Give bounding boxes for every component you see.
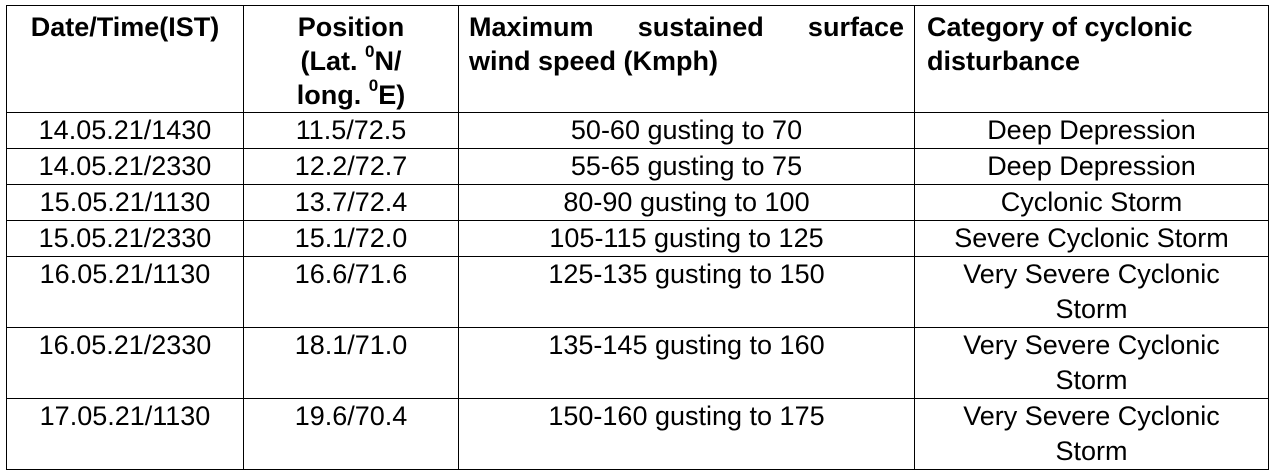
cell-category-line1: Cyclonic Storm bbox=[1000, 187, 1183, 217]
cell-position: 16.6/71.6 bbox=[243, 256, 459, 328]
cell-category: Very Severe Cyclonic Storm bbox=[914, 327, 1269, 399]
header-datetime: Date/Time(IST) bbox=[6, 5, 244, 113]
header-category: Category of cyclonic disturbance bbox=[914, 5, 1269, 113]
cell-wind-speed: 125-135 gusting to 150 bbox=[458, 256, 915, 328]
header-position-line1: Position bbox=[297, 12, 405, 42]
header-datetime-label: Date/Time(IST) bbox=[30, 12, 220, 42]
table-header: Date/Time(IST) Position (Lat. 0N/ long. … bbox=[6, 5, 1269, 113]
header-position-line2: (Lat. 0N/ bbox=[244, 42, 458, 78]
cell-wind-speed: 80-90 gusting to 100 bbox=[458, 184, 915, 221]
cell-category: Very Severe Cyclonic Storm bbox=[914, 398, 1269, 470]
table-row: 14.05.21/1430 11.5/72.5 50-60 gusting to… bbox=[6, 112, 1269, 149]
cell-category-line2: Storm bbox=[1055, 365, 1128, 395]
cell-category: Deep Depression bbox=[914, 112, 1269, 149]
header-position-long-degree: 0 bbox=[368, 76, 379, 95]
cell-category: Severe Cyclonic Storm bbox=[914, 220, 1269, 257]
header-position-long-unit: E) bbox=[378, 80, 406, 110]
cell-datetime: 15.05.21/2330 bbox=[6, 220, 244, 257]
header-position: Position (Lat. 0N/ long. 0E) bbox=[243, 5, 459, 113]
table-row: 15.05.21/2330 15.1/72.0 105-115 gusting … bbox=[6, 220, 1269, 257]
cell-position: 18.1/71.0 bbox=[243, 327, 459, 399]
cyclone-track-table-container: Date/Time(IST) Position (Lat. 0N/ long. … bbox=[6, 5, 1269, 470]
header-wind-line2: wind speed (Kmph) bbox=[469, 46, 718, 76]
cell-category-line2: Storm bbox=[1055, 436, 1128, 466]
cell-category-line2: Storm bbox=[1055, 294, 1128, 324]
table-row: 14.05.21/2330 12.2/72.7 55-65 gusting to… bbox=[6, 148, 1269, 185]
cell-category-line1: Severe Cyclonic Storm bbox=[954, 223, 1229, 253]
cell-position: 11.5/72.5 bbox=[243, 112, 459, 149]
cell-wind-speed: 105-115 gusting to 125 bbox=[458, 220, 915, 257]
cell-datetime: 14.05.21/2330 bbox=[6, 148, 244, 185]
header-wind-speed: Maximum sustained surface wind speed (Km… bbox=[458, 5, 915, 113]
header-position-line3: long. 0E) bbox=[244, 76, 458, 112]
cell-wind-speed: 55-65 gusting to 75 bbox=[458, 148, 915, 185]
header-row: Date/Time(IST) Position (Lat. 0N/ long. … bbox=[6, 5, 1269, 113]
cell-category-line1: Very Severe Cyclonic bbox=[963, 330, 1220, 360]
cell-category: Cyclonic Storm bbox=[914, 184, 1269, 221]
cell-position: 15.1/72.0 bbox=[243, 220, 459, 257]
header-position-lat-degree: 0 bbox=[365, 42, 375, 61]
header-position-lat-unit: N/ bbox=[374, 46, 402, 76]
table-row: 16.05.21/1130 16.6/71.6 125-135 gusting … bbox=[6, 256, 1269, 328]
table-row: 16.05.21/2330 18.1/71.0 135-145 gusting … bbox=[6, 327, 1269, 399]
cell-datetime: 16.05.21/1130 bbox=[6, 256, 244, 328]
cell-position: 19.6/70.4 bbox=[243, 398, 459, 470]
cell-category-line1: Very Severe Cyclonic bbox=[963, 259, 1220, 289]
header-position-lat-text: (Lat. bbox=[300, 46, 366, 76]
table-row: 15.05.21/1130 13.7/72.4 80-90 gusting to… bbox=[6, 184, 1269, 221]
cell-category-line1: Deep Depression bbox=[987, 115, 1196, 145]
cell-datetime: 15.05.21/1130 bbox=[6, 184, 244, 221]
cell-category: Deep Depression bbox=[914, 148, 1269, 185]
cell-position: 12.2/72.7 bbox=[243, 148, 459, 185]
cell-category-line1: Very Severe Cyclonic bbox=[963, 401, 1220, 431]
cell-position: 13.7/72.4 bbox=[243, 184, 459, 221]
cell-category: Very Severe Cyclonic Storm bbox=[914, 256, 1269, 328]
cell-datetime: 14.05.21/1430 bbox=[6, 112, 244, 149]
header-wind-line1: Maximum sustained surface bbox=[469, 12, 904, 42]
table-body: 14.05.21/1430 11.5/72.5 50-60 gusting to… bbox=[6, 112, 1269, 470]
cell-wind-speed: 135-145 gusting to 160 bbox=[458, 327, 915, 399]
header-category-line2: disturbance bbox=[927, 46, 1081, 76]
cyclone-track-table: Date/Time(IST) Position (Lat. 0N/ long. … bbox=[6, 5, 1269, 470]
cell-category-line1: Deep Depression bbox=[987, 151, 1196, 181]
header-category-line1: Category of cyclonic bbox=[927, 12, 1193, 42]
cell-wind-speed: 50-60 gusting to 70 bbox=[458, 112, 915, 149]
cell-datetime: 16.05.21/2330 bbox=[6, 327, 244, 399]
table-row: 17.05.21/1130 19.6/70.4 150-160 gusting … bbox=[6, 398, 1269, 470]
cell-wind-speed: 150-160 gusting to 175 bbox=[458, 398, 915, 470]
header-position-long-text: long. bbox=[296, 80, 369, 110]
cell-datetime: 17.05.21/1130 bbox=[6, 398, 244, 470]
